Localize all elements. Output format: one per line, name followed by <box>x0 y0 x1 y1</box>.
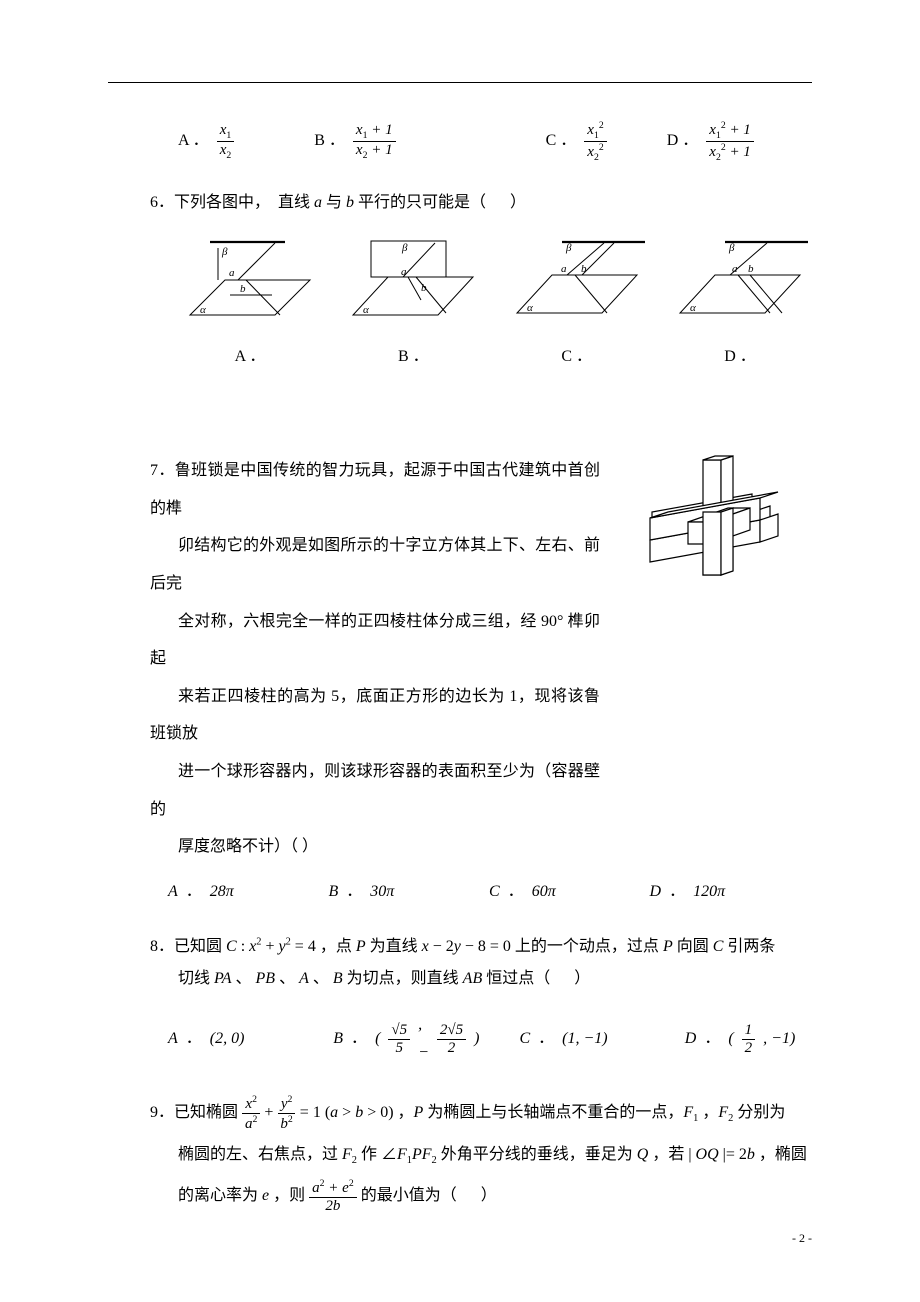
q5-options: A ． x1x2 B ． x1 + 1x2 + 1 C ． x12x22 D ．… <box>150 120 810 163</box>
q5-option-a: A ． x1x2 <box>178 122 234 161</box>
page-top-rule <box>108 82 812 83</box>
svg-text:a: a <box>561 263 567 275</box>
q8-stem: 8．已知圆 C : x2 + y2 = 4 ，点 P 为直线 x − 2y − … <box>150 931 810 995</box>
svg-text:b: b <box>240 283 246 295</box>
q7-opt-c: C ． 60π <box>489 878 650 907</box>
svg-text:α: α <box>527 302 533 314</box>
q6-figure-d: β a b α <box>670 235 810 325</box>
q8-opt-b: B ． ( √55 , − 2√52 ) <box>333 1011 479 1069</box>
svg-text:b: b <box>581 263 587 275</box>
q6-label-a: A ． <box>235 343 266 372</box>
q7-options: A ． 28π B ． 30π C ． 60π D ． 120π <box>150 878 810 907</box>
q6-label-d: D ． <box>724 343 756 372</box>
q6-figure-c: β a b α <box>507 235 647 325</box>
svg-text:α: α <box>690 302 696 314</box>
svg-text:β: β <box>401 242 408 254</box>
q7-block: 7．鲁班锁是中国传统的智力玩具，起源于中国古代建筑中首创的榫 卯结构它的外观是如… <box>150 452 810 866</box>
q8-opt-d: D ． ( 12 , −1) <box>685 1022 810 1058</box>
q6-figure-a: β a b α <box>180 235 320 325</box>
q8-opt-a: A ． (2, 0) <box>168 1025 293 1054</box>
svg-text:a: a <box>732 263 738 275</box>
svg-text:a: a <box>401 266 407 278</box>
svg-text:b: b <box>421 282 427 294</box>
q5-option-b: B ． x1 + 1x2 + 1 <box>314 122 395 161</box>
q6-diagram-d: β a b α D ． <box>670 235 810 372</box>
q7-stem: 7．鲁班锁是中国传统的智力玩具，起源于中国古代建筑中首创的榫 卯结构它的外观是如… <box>150 452 600 866</box>
q6-figure-b: β a b α <box>343 235 483 325</box>
q5-option-c: C ． x12x22 <box>546 120 607 163</box>
svg-text:β: β <box>565 242 572 254</box>
luban-lock-icon <box>640 452 790 602</box>
q6-stem: 6．下列各图中， 直线 a 与 b 平行的只可能是（ ） <box>150 187 810 219</box>
svg-text:β: β <box>728 242 735 254</box>
q9-stem: 9．已知椭圆 x2a2 + y2b2 = 1 (a > b > 0) ，P 为椭… <box>150 1092 810 1217</box>
q7-opt-a: A ． 28π <box>168 878 329 907</box>
content-area: A ． x1x2 B ． x1 + 1x2 + 1 C ． x12x22 D ．… <box>150 120 810 1233</box>
q7-opt-d: D ． 120π <box>650 878 811 907</box>
q6-diagram-c: β a b α C ． <box>507 235 647 372</box>
q6-diagram-a: β a b α A ． <box>180 235 320 372</box>
svg-text:α: α <box>363 304 369 316</box>
q6-label-b: B ． <box>398 343 429 372</box>
svg-text:b: b <box>748 263 754 275</box>
q8-opt-c: C ． (1, −1) <box>519 1025 644 1054</box>
q6-label-c: C ． <box>561 343 592 372</box>
q6-diagram-row: β a b α A ． β a b α B ． <box>180 235 810 372</box>
svg-text:a: a <box>229 267 235 279</box>
q6-diagram-b: β a b α B ． <box>343 235 483 372</box>
page-number: - 2 - <box>792 1231 812 1246</box>
svg-text:β: β <box>221 246 228 258</box>
svg-text:α: α <box>200 304 206 316</box>
q5-option-d: D ． x12 + 1x22 + 1 <box>667 120 754 163</box>
q8-options: A ． (2, 0) B ． ( √55 , − 2√52 ) C ． (1, … <box>150 1011 810 1069</box>
q7-opt-b: B ． 30π <box>329 878 490 907</box>
